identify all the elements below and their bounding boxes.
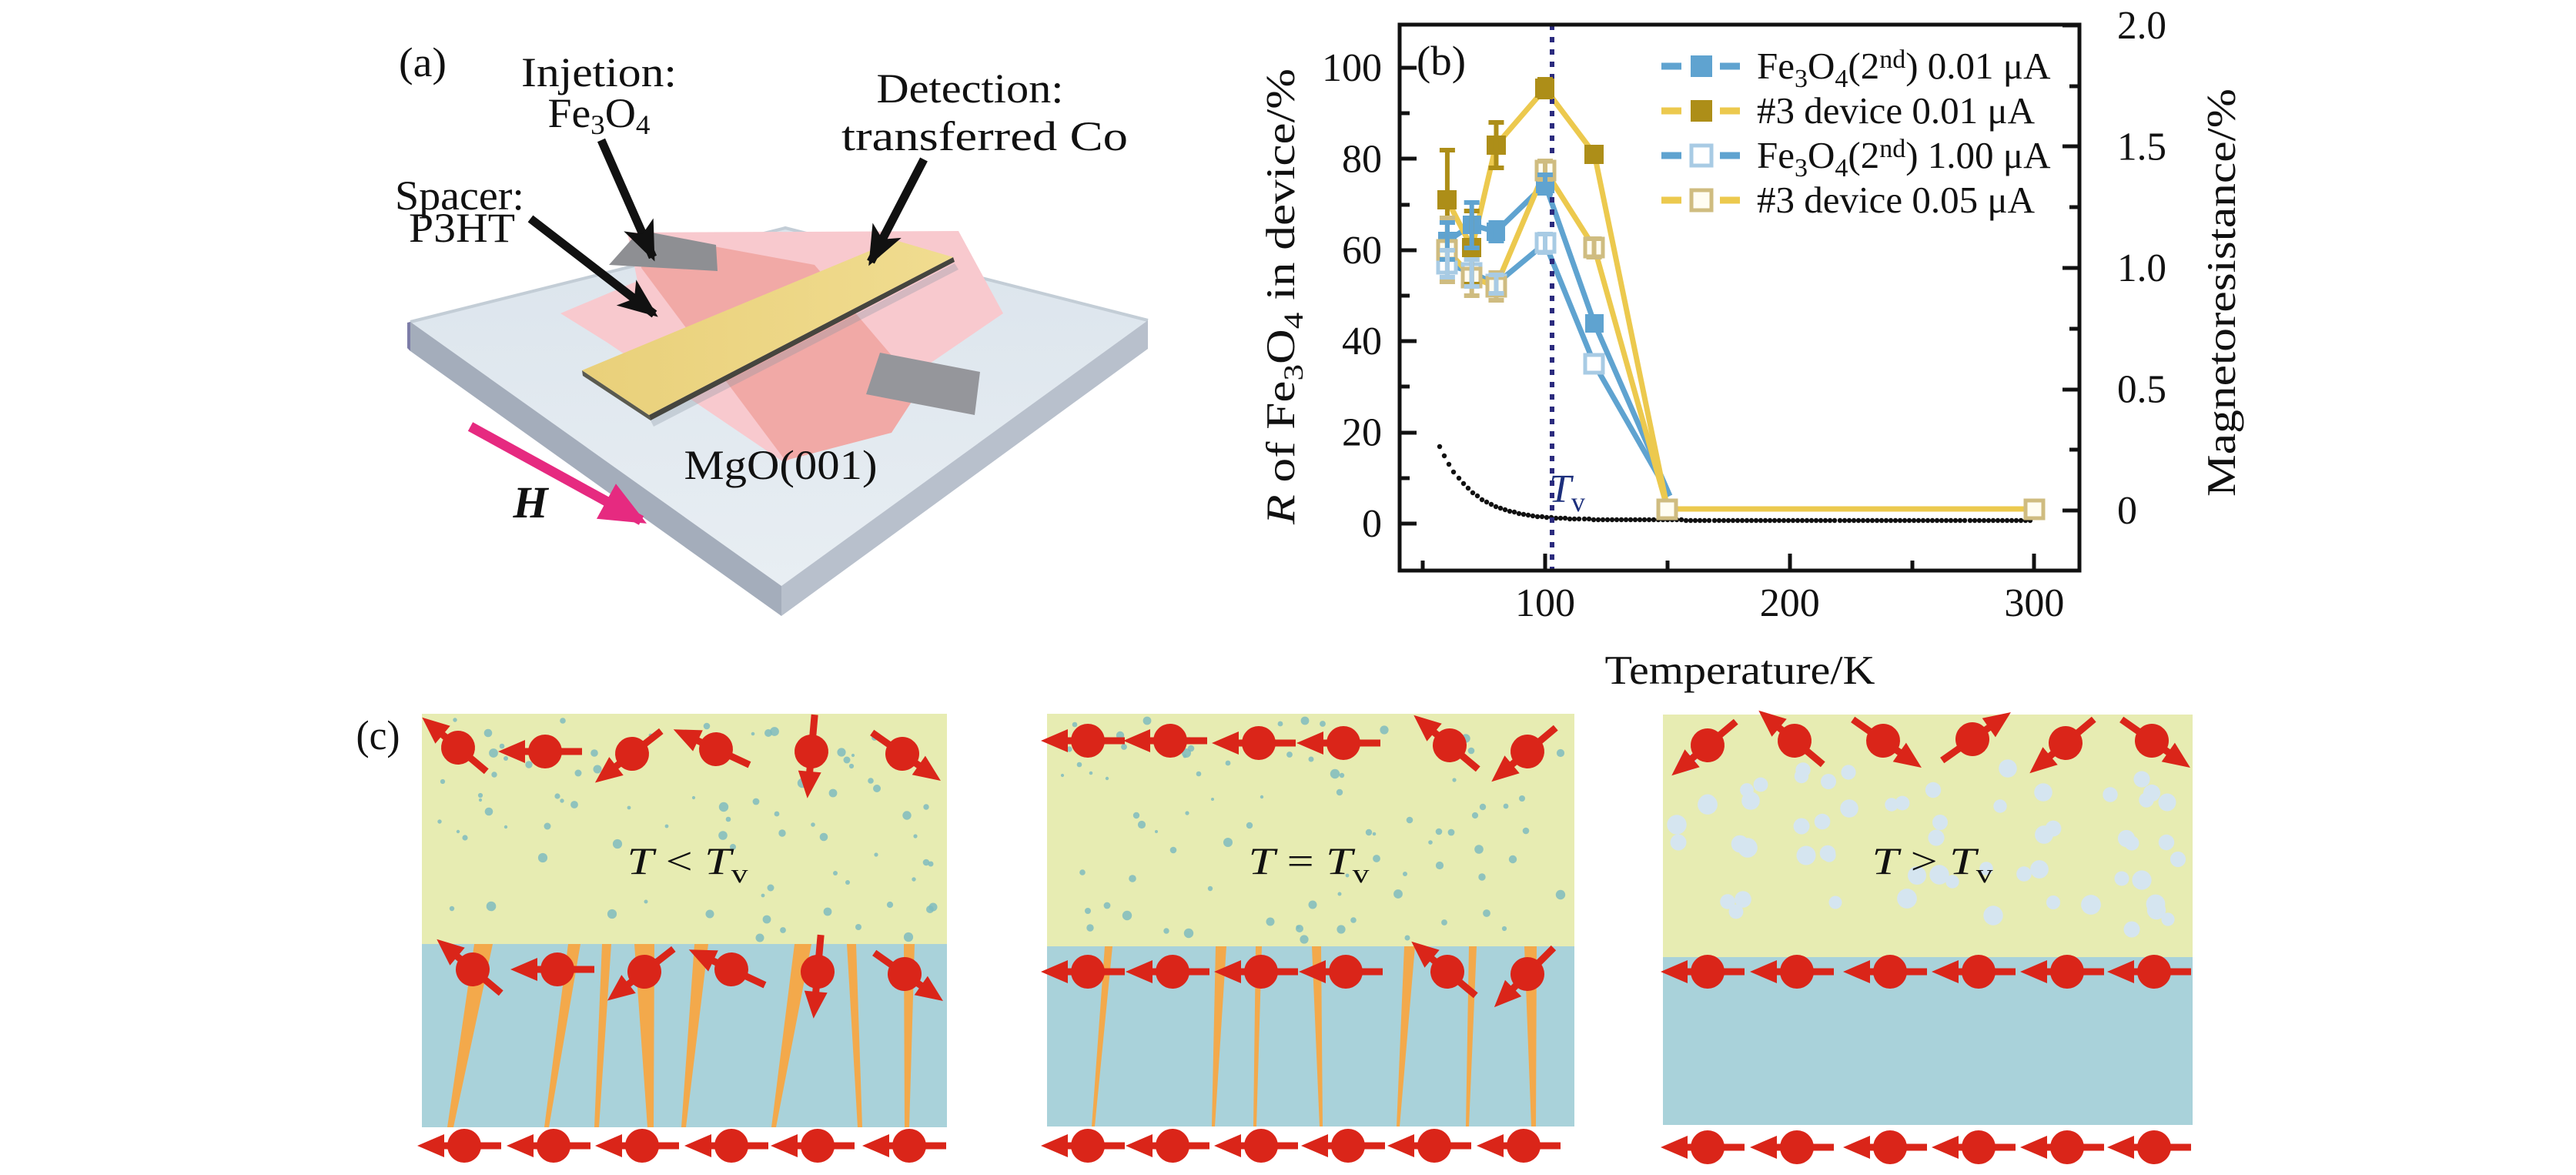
svg-text:T = Tv: T = Tv bbox=[1249, 839, 1370, 889]
svg-text:MgO(001): MgO(001) bbox=[684, 442, 878, 488]
svg-text:20: 20 bbox=[1342, 411, 1382, 455]
svg-text:(b): (b) bbox=[1417, 38, 1466, 84]
svg-text:1.0: 1.0 bbox=[2117, 246, 2166, 290]
svg-text:0.5: 0.5 bbox=[2117, 368, 2166, 412]
svg-text:100: 100 bbox=[1322, 46, 1382, 90]
svg-text:(a): (a) bbox=[399, 39, 447, 85]
svg-text:1.5: 1.5 bbox=[2117, 126, 2166, 169]
svg-text:Injetion:: Injetion: bbox=[521, 49, 677, 95]
svg-text:300: 300 bbox=[2004, 581, 2064, 625]
svg-text:Tv: Tv bbox=[1549, 467, 1585, 517]
svg-text:40: 40 bbox=[1342, 320, 1382, 363]
svg-text:2.0: 2.0 bbox=[2117, 4, 2166, 48]
svg-text:Detection:: Detection: bbox=[877, 65, 1064, 112]
svg-text:#3 device 0.05 μA: #3 device 0.05 μA bbox=[1757, 179, 2036, 221]
svg-text:R of Fe3O4 in device/%: R of Fe3O4 in device/% bbox=[1259, 69, 1309, 525]
svg-text:0: 0 bbox=[2117, 489, 2137, 533]
svg-text:(c): (c) bbox=[356, 712, 400, 758]
svg-text:Magnetoresistance/%: Magnetoresistance/% bbox=[2200, 89, 2244, 497]
svg-text:H: H bbox=[512, 477, 549, 527]
svg-text:100: 100 bbox=[1515, 581, 1575, 625]
svg-text:T > Tv: T > Tv bbox=[1872, 839, 1994, 889]
svg-text:0: 0 bbox=[1362, 502, 1382, 546]
svg-text:Spacer:: Spacer: bbox=[395, 172, 524, 219]
svg-text:transferred Co: transferred Co bbox=[841, 113, 1128, 159]
svg-text:Temperature/K: Temperature/K bbox=[1605, 648, 1875, 693]
svg-text:60: 60 bbox=[1342, 229, 1382, 273]
svg-text:P3HT: P3HT bbox=[409, 205, 515, 251]
svg-text:80: 80 bbox=[1342, 137, 1382, 181]
svg-text:T < Tv: T < Tv bbox=[627, 839, 749, 889]
svg-text:#3 device 0.01 μA: #3 device 0.01 μA bbox=[1757, 89, 2036, 132]
svg-text:200: 200 bbox=[1760, 581, 1820, 625]
